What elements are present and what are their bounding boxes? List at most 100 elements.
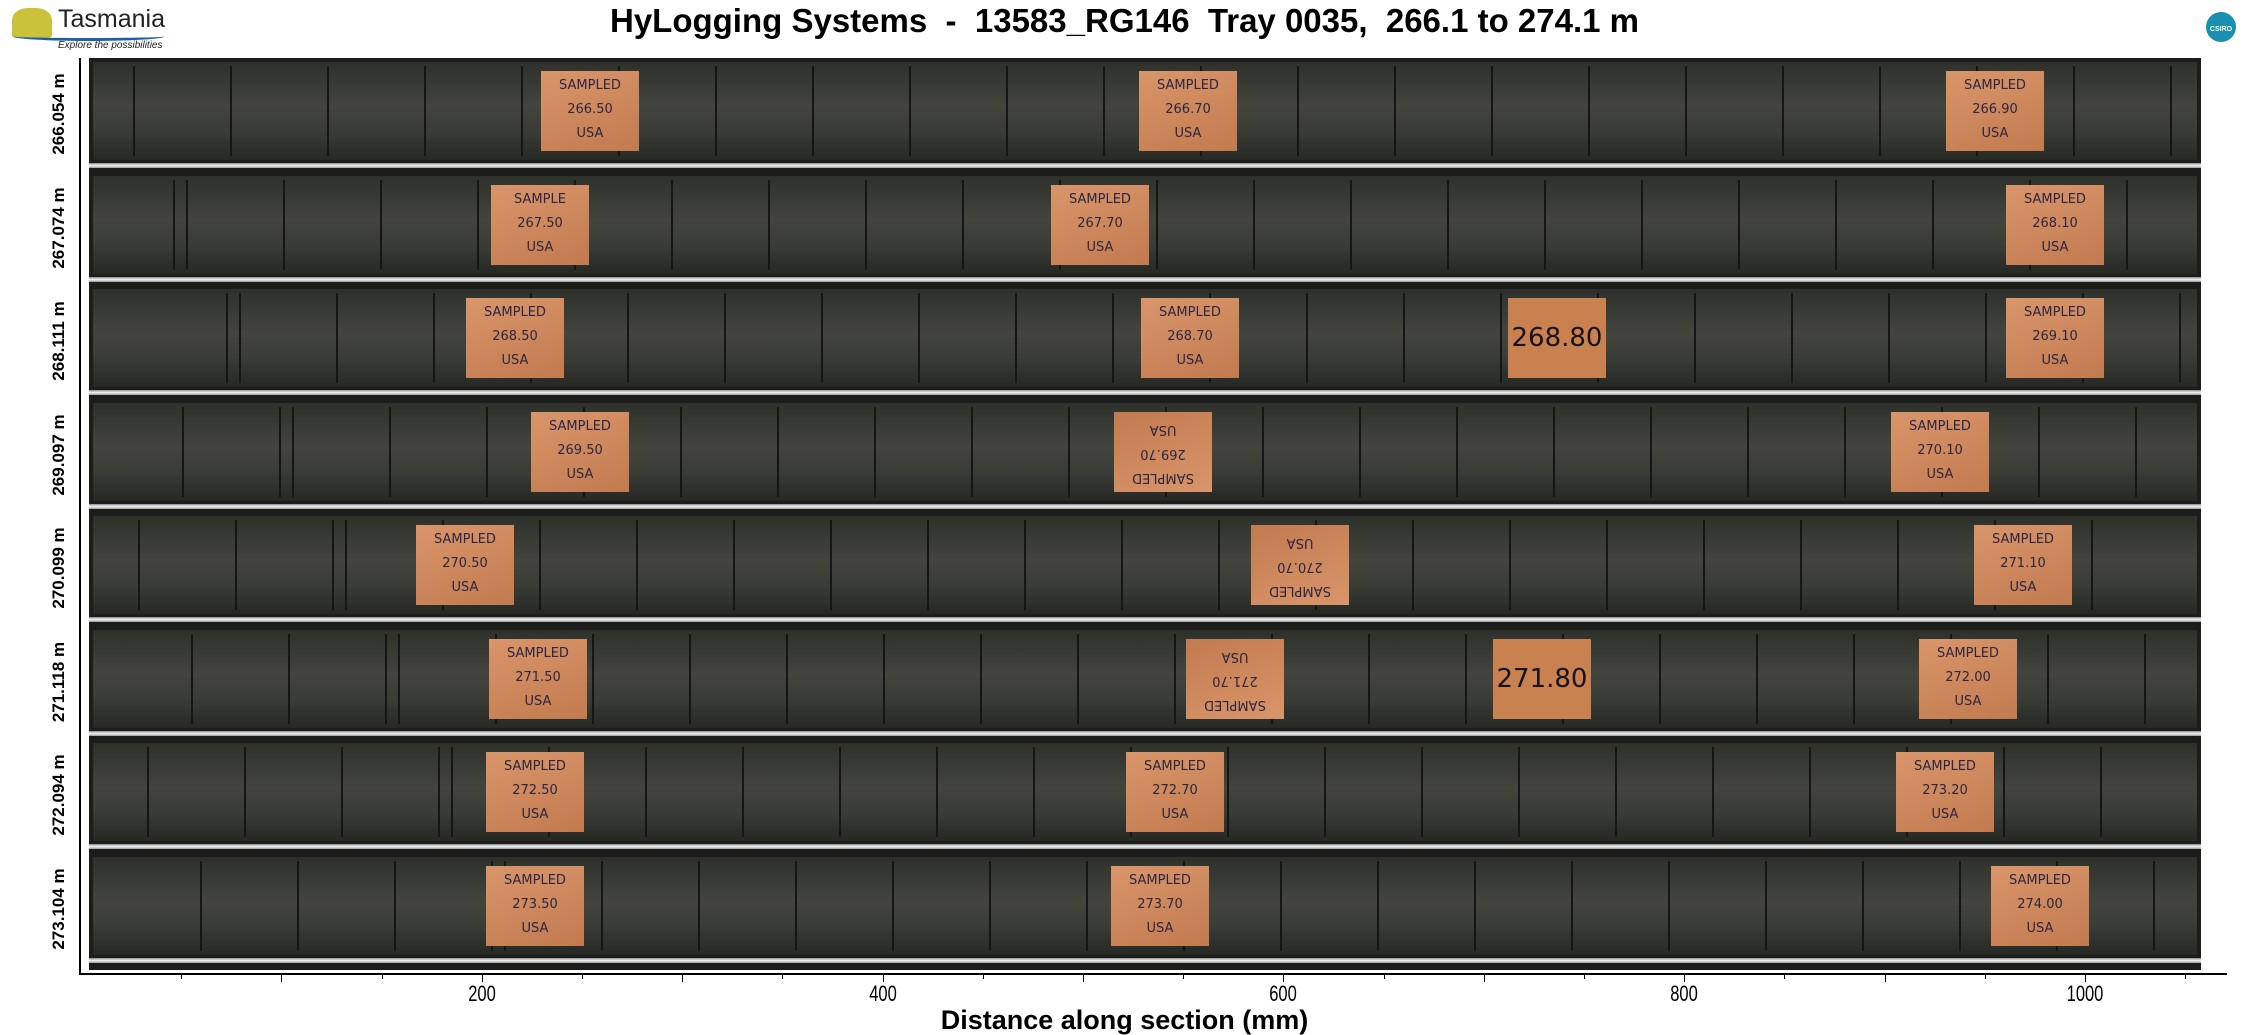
core-fracture [1006, 66, 1008, 156]
core-row: SAMPLED 273.50 USA SAMPLED 273.70 USA SAMPLED 2… [93, 856, 2197, 955]
core-fracture [1359, 406, 1361, 497]
sample-tag-text: 271.10 [2000, 556, 2046, 571]
core-fracture [398, 633, 400, 724]
core-fracture [777, 406, 779, 497]
sample-tag: SAMPLED 266.90 USA [1946, 71, 2044, 151]
core-fracture [2003, 747, 2005, 837]
sample-tag-text: SAMPLED [1269, 583, 1331, 598]
core-fracture [539, 520, 541, 610]
sample-tag: SAMPLED 269.50 USA [531, 411, 629, 492]
core-fracture [230, 66, 232, 156]
core-fracture [830, 520, 832, 610]
core-fracture [1227, 747, 1229, 837]
sample-tag-text: 268.50 [492, 329, 538, 344]
sample-tag-text: SAMPLED [2009, 872, 2071, 888]
core-fracture [191, 633, 193, 724]
core-fracture [345, 520, 347, 610]
core-fracture [2100, 747, 2102, 837]
core-fracture [1447, 179, 1449, 270]
core-fracture [1544, 179, 1546, 270]
core-fracture [1888, 293, 1890, 383]
core-fracture [1862, 860, 1864, 951]
core-fracture [1491, 66, 1493, 156]
x-tick [1183, 973, 1185, 979]
core-fracture [2126, 179, 2128, 270]
core-fracture [962, 179, 964, 270]
row-depth-label: 271.118 m [49, 641, 68, 722]
core-fracture [671, 179, 673, 270]
core-fracture [1765, 860, 1767, 951]
core-fracture [627, 293, 629, 383]
x-axis-label: Distance along section (mm) [940, 1005, 1309, 1035]
core-fracture [1650, 406, 1652, 497]
core-fracture [1174, 633, 1176, 724]
x-tick [882, 973, 884, 982]
core-fracture [1712, 747, 1714, 837]
core-fracture [1809, 747, 1811, 837]
core-fracture [244, 747, 246, 837]
core-fracture [1394, 66, 1396, 156]
row-depth-label: 273.104 m [49, 867, 68, 950]
sample-tag-text: USA [1286, 535, 1314, 550]
core-fracture [1509, 520, 1511, 610]
sample-tag-text: 268.70 [1167, 329, 1213, 344]
core-fracture [327, 66, 329, 156]
tray-divider-rod [89, 163, 2201, 168]
core-fracture [1086, 860, 1088, 951]
sample-tag-text: 271.70 [1212, 672, 1258, 688]
sample-tag-text: SAMPLED [549, 418, 611, 434]
core-fracture [173, 179, 175, 270]
core-fracture [909, 66, 911, 156]
x-tick [2085, 973, 2086, 982]
sample-tag: SAMPLED 271.10 USA [1974, 525, 2072, 605]
sample-tag: SAMPLED 266.70 USA [1139, 71, 1237, 151]
core-fracture [1959, 860, 1961, 951]
sample-tag-text: 273.20 [1922, 783, 1968, 798]
core-fracture [2135, 406, 2137, 497]
sample-tag-text: USA [526, 239, 554, 255]
row-depth-label: 269.097 m [49, 413, 68, 496]
core-fracture [1518, 747, 1520, 837]
x-tick [1984, 973, 1986, 979]
core-fracture [2038, 406, 2040, 497]
sample-tag-text: SAMPLED [1144, 759, 1206, 774]
core-fracture [133, 66, 135, 156]
core-fracture [1465, 633, 1467, 724]
core-fracture [288, 633, 290, 724]
sample-tag-text: USA [524, 693, 552, 709]
core-fracture [768, 179, 770, 270]
core-fracture [1253, 179, 1255, 270]
sample-tag-text: SAMPLE [514, 191, 566, 207]
sample-tag: SAMPLED 274.00 USA [1991, 865, 2089, 946]
core-fracture [821, 293, 823, 383]
core-fracture [1015, 293, 1017, 383]
core-fracture [1685, 66, 1687, 156]
sample-tag-text: USA [1174, 126, 1202, 141]
core-fracture [1456, 406, 1458, 497]
core-fracture [1985, 293, 1987, 383]
tray-divider-rod [89, 276, 2201, 282]
core-fracture [1703, 520, 1705, 610]
row-depth-label: 272.094 m [49, 754, 68, 836]
sample-tag-text: USA [1161, 807, 1189, 822]
core-fracture [2179, 293, 2181, 383]
sample-tag-text: 267.50 [517, 215, 563, 231]
core-fracture [645, 747, 647, 837]
sample-tag-text: USA [2041, 239, 2069, 255]
sample-tag-text: USA [1926, 466, 1954, 482]
sample-tag: SAMPLED 270.10 USA [1891, 411, 1989, 492]
sample-tag-text: USA [1221, 648, 1249, 664]
x-tick-label: 800 [1670, 981, 1698, 1006]
core-fracture [200, 860, 202, 951]
core-fracture [1377, 860, 1379, 951]
x-tick [1584, 973, 1585, 979]
sample-tag-text: USA [1146, 920, 1174, 936]
core-row: SAMPLE 267.50 USA SAMPLED 267.70 USA SAMPLED 26… [93, 175, 2197, 274]
core-fracture [1835, 179, 1837, 270]
sample-tag-text: SAMPLED [507, 645, 569, 661]
tasmania-logo: Tasmania Explore the possibilities [12, 2, 172, 54]
core-fracture [1571, 860, 1573, 951]
sample-tag-text: 267.70 [1077, 215, 1123, 231]
core-fracture [1747, 406, 1749, 497]
core-row: SAMPLED 271.50 USA SAMPLED 271.70 USA 271.80 SA… [93, 629, 2197, 728]
